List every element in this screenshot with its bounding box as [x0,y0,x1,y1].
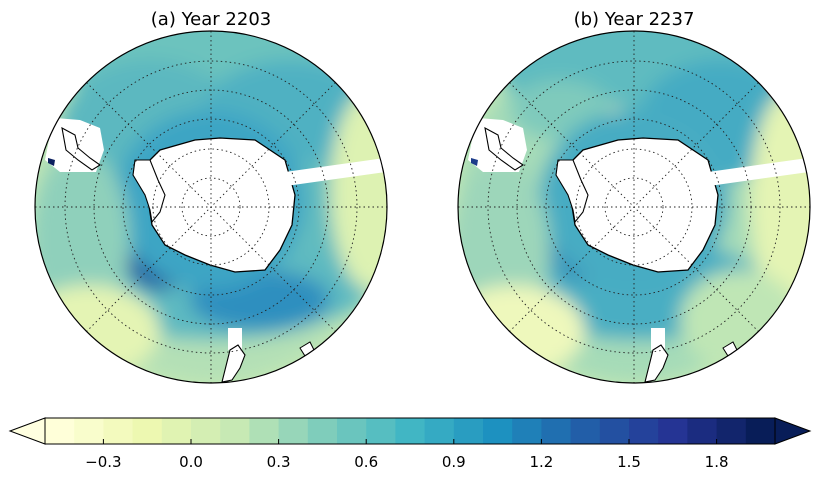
colorbar-cell [307,418,338,444]
colorbar-over-arrow [774,417,812,445]
colorbar-cell [161,418,192,444]
colorbar-cell [424,418,455,444]
colorbar-cell [629,418,659,444]
colorbar-tick-label: 0.9 [442,453,466,471]
colorbar-cell [220,418,250,444]
colorbar-cell [366,418,396,444]
colorbar-cell [74,418,104,444]
colorbar-cell [570,418,601,444]
colorbar-cell [687,418,718,444]
colorbar-tick-label: 0.3 [267,453,291,471]
colorbar-cell [541,418,572,444]
panel-a-boundary [34,30,388,384]
colorbar-cell [395,418,426,444]
colorbar-cell [249,418,280,444]
panel-a-graticule [35,31,387,383]
colorbar-cell [745,418,776,444]
colorbar-cell [337,418,367,444]
panel-b: (b) Year 2237 [457,9,811,384]
colorbar-cell [453,418,484,444]
panel-a: (a) Year 2203 [34,9,388,384]
colorbar-under-arrow [8,417,46,445]
panel-b-title: (b) Year 2237 [574,9,695,30]
colorbar-tick-label: 1.8 [705,453,729,471]
panel-a-map [35,31,387,383]
colorbar-tick-label: 0.0 [179,453,203,471]
colorbar-cell [278,418,309,444]
colorbar-tick-label: 1.5 [617,453,641,471]
colorbar-tick-label: −0.3 [85,453,121,471]
colorbar-cell [716,418,747,444]
colorbar-cell [599,418,630,444]
colorbar-cell [45,418,75,444]
colorbar-tick-label: 0.6 [354,453,378,471]
colorbar-cell [132,418,163,444]
colorbar-cell [483,418,513,444]
colorbar-cell [103,418,134,444]
panel-b-graticule [458,31,810,383]
colorbar-cell [191,418,221,444]
colorbar-frame [44,417,776,445]
colorbar: −0.3 0.0 0.3 0.6 0.9 1.2 1.5 1.8 [8,417,812,471]
colorbar-ticks: −0.3 0.0 0.3 0.6 0.9 1.2 1.5 1.8 [85,439,729,471]
colorbar-cell [658,418,688,444]
colorbar-tick-label: 1.2 [529,453,553,471]
colorbar-cell [512,418,542,444]
panel-b-boundary [457,30,811,384]
panel-a-title: (a) Year 2203 [151,9,271,30]
colorbar-cells [45,418,776,444]
